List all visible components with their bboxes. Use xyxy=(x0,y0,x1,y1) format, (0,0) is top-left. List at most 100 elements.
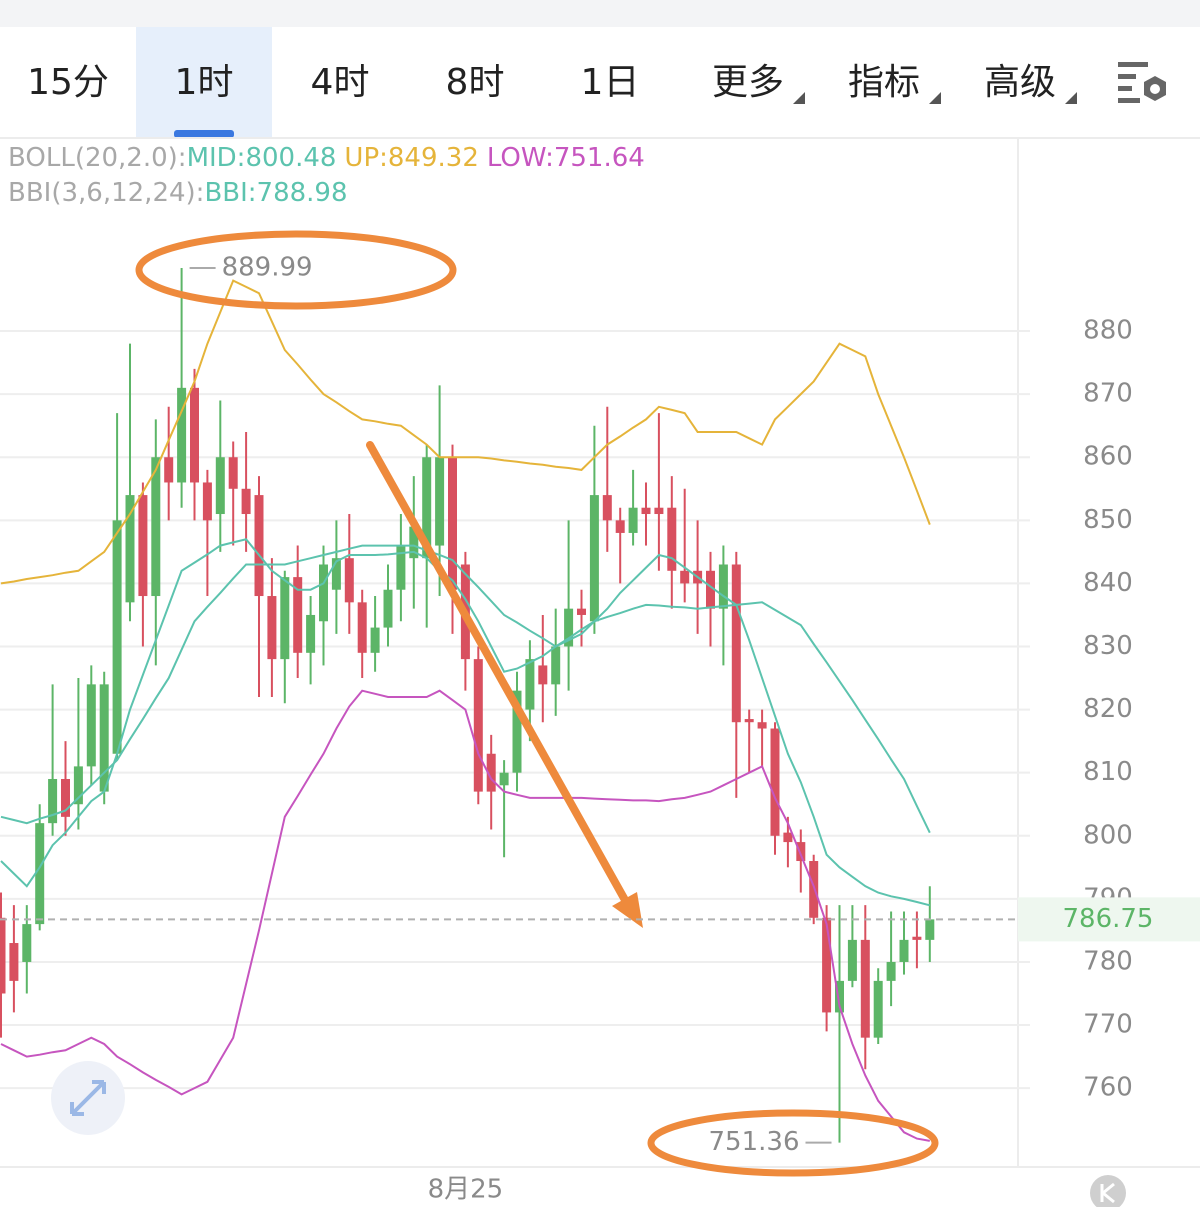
highlight-ellipse xyxy=(135,230,457,310)
tab[interactable]: 4时 xyxy=(311,62,370,103)
legend-line: BBI(3,6,12,24):BBI:788.98 xyxy=(8,178,348,208)
candle-body xyxy=(22,924,32,962)
y-tick-label: 810 xyxy=(1083,757,1133,787)
candle-body xyxy=(796,842,806,862)
tab[interactable]: 15分 xyxy=(27,62,109,103)
highlight-ellipse xyxy=(647,1109,939,1177)
candle-body xyxy=(925,919,935,940)
candle-body xyxy=(847,939,857,981)
candle-body xyxy=(577,608,586,615)
settings-icon[interactable] xyxy=(1118,62,1166,103)
candle-body xyxy=(473,659,483,792)
tab[interactable]: 1时 xyxy=(175,62,234,103)
candle-body xyxy=(615,520,625,533)
candle-body xyxy=(228,457,238,489)
plot xyxy=(0,268,1030,1143)
trend-arrow xyxy=(366,441,629,904)
min-label: 751.36 xyxy=(709,1127,800,1157)
y-tick-label: 800 xyxy=(1083,820,1133,850)
candle-body xyxy=(331,558,341,590)
y-tick-label: 770 xyxy=(1083,1010,1133,1040)
candle-body xyxy=(293,577,303,653)
candle-body xyxy=(499,772,509,786)
candle-body xyxy=(667,507,677,571)
candle-body xyxy=(409,526,419,559)
tab[interactable]: 1日 xyxy=(581,62,640,103)
legend-title: BBI(3,6,12,24): xyxy=(8,178,204,208)
candle-body xyxy=(860,939,870,1038)
candle-body xyxy=(538,665,548,685)
candle-body xyxy=(628,507,638,533)
tab[interactable]: 指标 xyxy=(848,62,920,103)
legend-entry: BBI:788.98 xyxy=(204,178,347,208)
annotations xyxy=(135,230,939,1177)
candle-body xyxy=(319,564,328,622)
candle-body xyxy=(731,564,741,723)
candle-body xyxy=(706,570,715,609)
candle-body xyxy=(718,564,728,609)
candle-body xyxy=(0,917,6,994)
expand-button[interactable] xyxy=(51,1061,125,1135)
candle-body xyxy=(99,684,109,792)
y-tick-label: 760 xyxy=(1083,1073,1133,1103)
candle-body xyxy=(654,507,664,515)
candle-body xyxy=(809,861,819,918)
tab[interactable]: 高级 xyxy=(984,62,1056,103)
legend-entry: MID:800.48 xyxy=(187,143,337,173)
y-tick-label: 870 xyxy=(1083,379,1133,409)
candle-body xyxy=(770,728,780,836)
selected-tab-underline xyxy=(174,130,234,138)
candle-body xyxy=(164,457,174,483)
candle-body xyxy=(190,387,199,483)
candle-body xyxy=(589,495,599,622)
candle-body xyxy=(86,684,96,767)
y-tick-label: 830 xyxy=(1083,631,1133,661)
selected-tab-bg xyxy=(136,27,272,138)
candle-body xyxy=(9,943,19,981)
candle-body xyxy=(344,558,354,603)
y-tick-label: 840 xyxy=(1083,568,1133,598)
tab[interactable]: 8时 xyxy=(446,62,505,103)
dropdown-caret xyxy=(929,92,941,104)
candle-body xyxy=(215,457,225,515)
status-band xyxy=(0,0,1200,27)
indicator-line xyxy=(0,689,930,1142)
candle-body xyxy=(177,387,187,483)
candle-body xyxy=(48,778,58,824)
y-tick-label: 820 xyxy=(1083,694,1133,724)
candle-body xyxy=(822,917,832,1013)
legend-title: BOLL(20,2.0): xyxy=(8,143,187,173)
candle-body xyxy=(886,961,896,981)
k-button[interactable] xyxy=(1090,1175,1126,1207)
candle-body xyxy=(151,457,161,597)
dropdown-caret xyxy=(1065,92,1077,104)
last-price-box xyxy=(1018,897,1200,942)
candle-body xyxy=(396,545,406,590)
candle-body xyxy=(602,495,612,521)
candle-body xyxy=(202,482,212,521)
candle-body xyxy=(241,488,251,515)
candle-body xyxy=(835,980,844,1013)
candle-body xyxy=(564,608,574,647)
candle-body xyxy=(525,659,535,710)
candle-body xyxy=(357,602,367,653)
legend-entry: LOW:751.64 xyxy=(487,143,645,173)
y-tick-label: 860 xyxy=(1083,442,1133,472)
y-tick-label: 880 xyxy=(1083,316,1133,346)
candle-body xyxy=(306,614,316,653)
x-tick-label: 8月25 xyxy=(428,1175,504,1205)
candle-body xyxy=(486,753,496,792)
tab[interactable]: 更多 xyxy=(712,62,784,103)
candle-body xyxy=(73,766,83,805)
dropdown-caret xyxy=(793,92,805,104)
y-tick-label: 850 xyxy=(1083,505,1133,535)
indicator-line xyxy=(0,544,931,834)
candle-body xyxy=(783,832,793,843)
candle-body xyxy=(512,690,522,773)
candle-body xyxy=(254,495,264,597)
candle-body xyxy=(899,939,909,962)
candle-body xyxy=(61,778,70,817)
candle-body xyxy=(873,980,883,1038)
